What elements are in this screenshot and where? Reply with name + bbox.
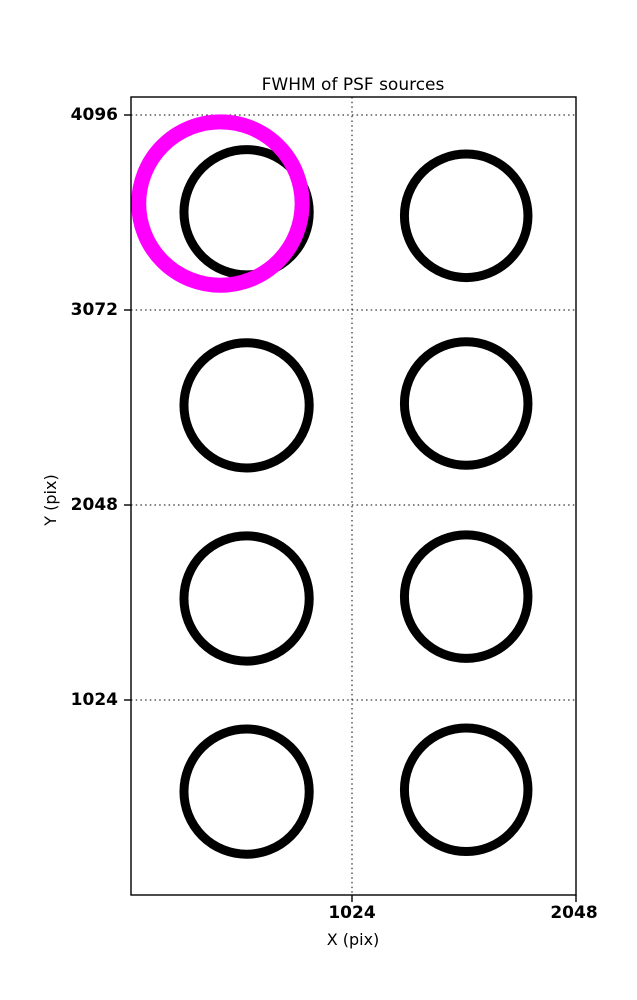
psf-marker[interactable] bbox=[179, 531, 314, 666]
psf-marker[interactable] bbox=[399, 337, 533, 470]
psf-marker[interactable] bbox=[399, 723, 533, 857]
psf-marker[interactable] bbox=[399, 530, 533, 663]
x-tickmarks bbox=[351, 895, 577, 902]
y-tick-label: 1024 bbox=[71, 690, 118, 710]
y-tick-label: 2048 bbox=[71, 495, 118, 515]
y-tickmarks bbox=[124, 114, 131, 701]
page-title: FWHM of PSF sources bbox=[262, 75, 445, 95]
psf-marker[interactable] bbox=[179, 338, 314, 473]
series-highlighted-source[interactable] bbox=[131, 114, 310, 293]
y-tick-label: 3072 bbox=[71, 300, 118, 320]
series-psf-sources[interactable] bbox=[179, 145, 533, 859]
y-tick-label: 4096 bbox=[71, 105, 118, 125]
x-ticklabels: 1024 2048 bbox=[328, 903, 597, 923]
psf-marker[interactable] bbox=[179, 724, 314, 859]
y-axis-label: Y (pix) bbox=[41, 474, 60, 526]
axes-frame bbox=[130, 96, 577, 896]
y-ticklabels: 4096 3072 2048 1024 bbox=[71, 105, 118, 710]
x-axis-label: X (pix) bbox=[327, 930, 380, 949]
x-tick-label: 1024 bbox=[328, 903, 375, 923]
psf-marker[interactable] bbox=[399, 149, 533, 283]
highlighted-psf-marker[interactable] bbox=[131, 114, 310, 293]
x-tick-label: 2048 bbox=[550, 903, 597, 923]
grid-horizontal bbox=[131, 114, 576, 701]
